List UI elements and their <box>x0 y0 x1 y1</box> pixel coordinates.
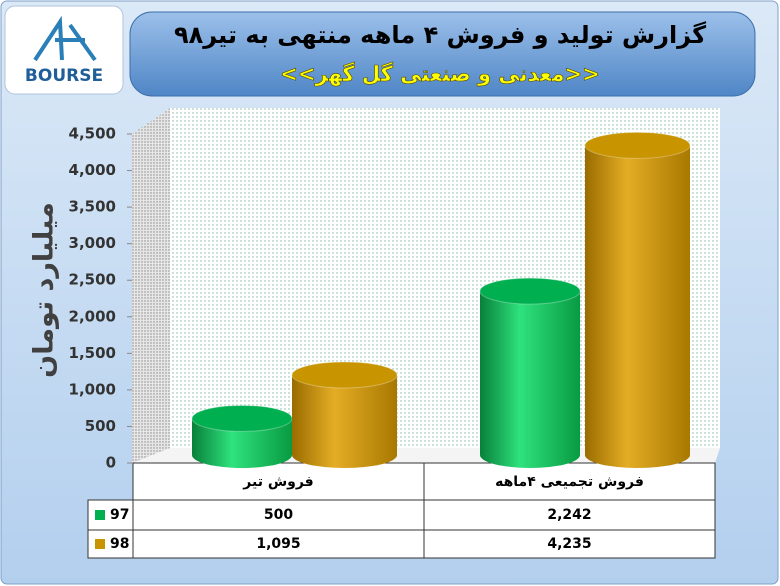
y-axis-label: میلیارد تومان <box>29 202 60 378</box>
data-table-grid <box>87 462 716 559</box>
table-value: 500 <box>264 507 293 523</box>
logo-box <box>4 5 124 95</box>
table-value: 4,235 <box>547 536 591 552</box>
y-tick-label: 2,000 <box>69 307 116 325</box>
x-category-label: فروش تیر <box>242 474 313 490</box>
y-tick-label: 0 <box>106 454 116 472</box>
y-tick-label: 500 <box>85 417 116 435</box>
y-tick-label: 2,500 <box>69 271 116 289</box>
chart-subtitle: <<معدنی و صنعتی گل گهر>> <box>280 61 599 86</box>
cylinder-bar <box>479 277 581 468</box>
cylinder-top <box>291 361 398 389</box>
cylinder-top <box>191 404 293 432</box>
cylinder-bar <box>191 404 293 468</box>
title-banner <box>129 11 756 97</box>
table-value: 1,095 <box>256 536 300 552</box>
y-tick-label: 1,500 <box>69 344 116 362</box>
cylinder-body <box>480 291 580 468</box>
x-category-label: فروش تجمیعی ۴ماهه <box>495 474 644 490</box>
y-tick-label: 4,500 <box>69 125 116 143</box>
table-body <box>87 499 716 559</box>
logo-text: BOURSE <box>25 66 103 86</box>
cylinder-bar <box>291 361 398 468</box>
plot-side-wall <box>132 108 170 463</box>
chart-title: گزارش تولید و فروش ۴ ماهه منتهی به تیر۹۸ <box>174 21 706 49</box>
legend-swatch <box>95 510 105 520</box>
cylinder-body <box>585 145 690 468</box>
y-tick-label: 3,000 <box>69 234 116 252</box>
legend-label: 97 <box>110 507 129 523</box>
cylinder-top <box>584 131 691 159</box>
legend-label: 98 <box>110 536 129 552</box>
y-tick-label: 4,000 <box>69 161 116 179</box>
cylinder-top <box>479 277 581 305</box>
logo-icon <box>33 15 97 62</box>
cylinder-body <box>292 374 397 468</box>
cylinder-bar <box>584 131 691 468</box>
cylinder-body <box>192 418 292 468</box>
legend-swatch <box>95 539 105 549</box>
y-tick-label: 3,500 <box>69 198 116 216</box>
y-tick-label: 1,000 <box>69 380 116 398</box>
table-value: 2,242 <box>547 507 591 523</box>
